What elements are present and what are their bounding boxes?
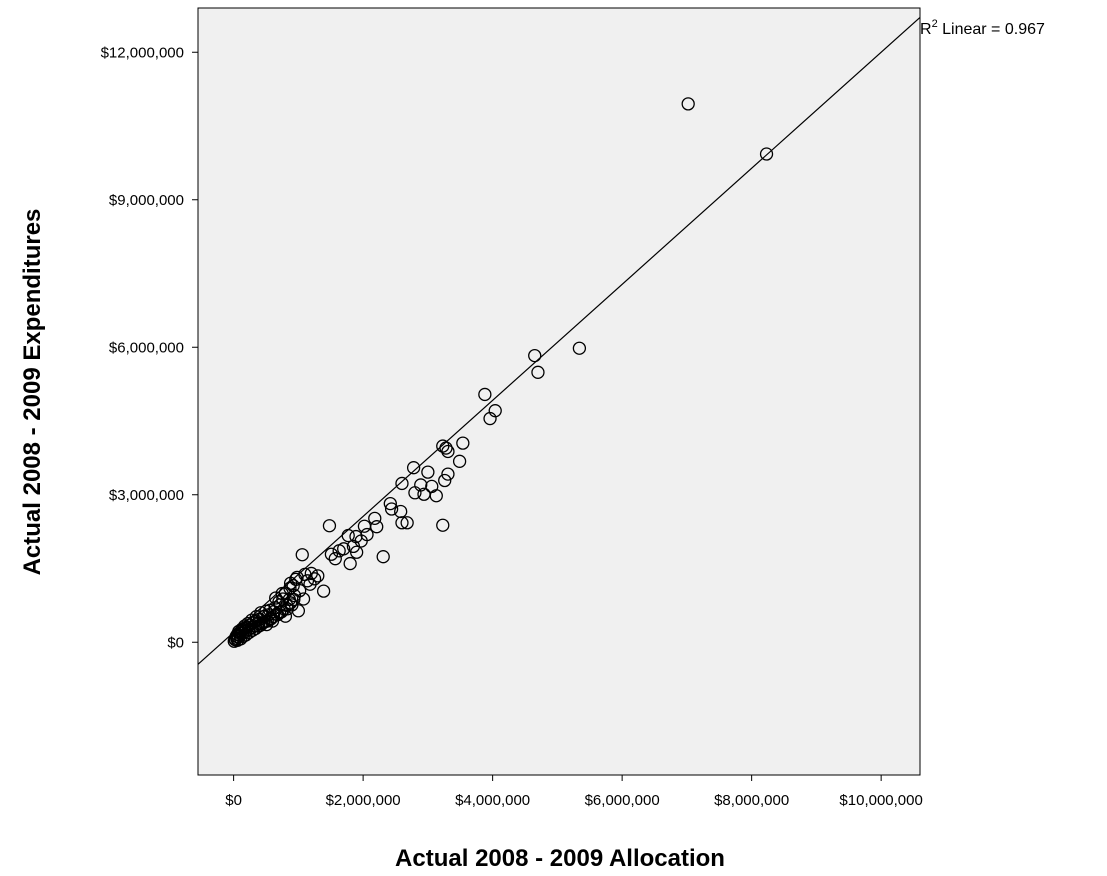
y-tick-label: $6,000,000 <box>109 339 184 356</box>
y-tick-label: $12,000,000 <box>101 44 184 61</box>
x-tick-label: $10,000,000 <box>839 792 922 809</box>
fit-line-label: R2 Linear = 0.967 <box>920 18 1045 38</box>
x-axis: $0 $2,000,000 $4,000,000 $6,000,000 $8,000,0… <box>225 775 923 809</box>
x-tick-label: $2,000,000 <box>326 792 401 809</box>
x-tick-label: $4,000,000 <box>455 792 530 809</box>
y-axis-title: Actual 2008 - 2009 Expenditures <box>19 209 46 576</box>
x-tick-label: $0 <box>225 792 242 809</box>
plot-area <box>198 8 920 775</box>
y-axis: $0 $3,000,000 $6,000,000 $9,000,000 $12,000,… <box>101 44 198 651</box>
y-tick-label: $9,000,000 <box>109 192 184 209</box>
x-tick-label: $6,000,000 <box>585 792 660 809</box>
y-tick-label: $0 <box>167 634 184 651</box>
x-axis-title: Actual 2008 - 2009 Allocation <box>395 845 725 872</box>
x-tick-label: $8,000,000 <box>714 792 789 809</box>
y-tick-label: $3,000,000 <box>109 487 184 504</box>
